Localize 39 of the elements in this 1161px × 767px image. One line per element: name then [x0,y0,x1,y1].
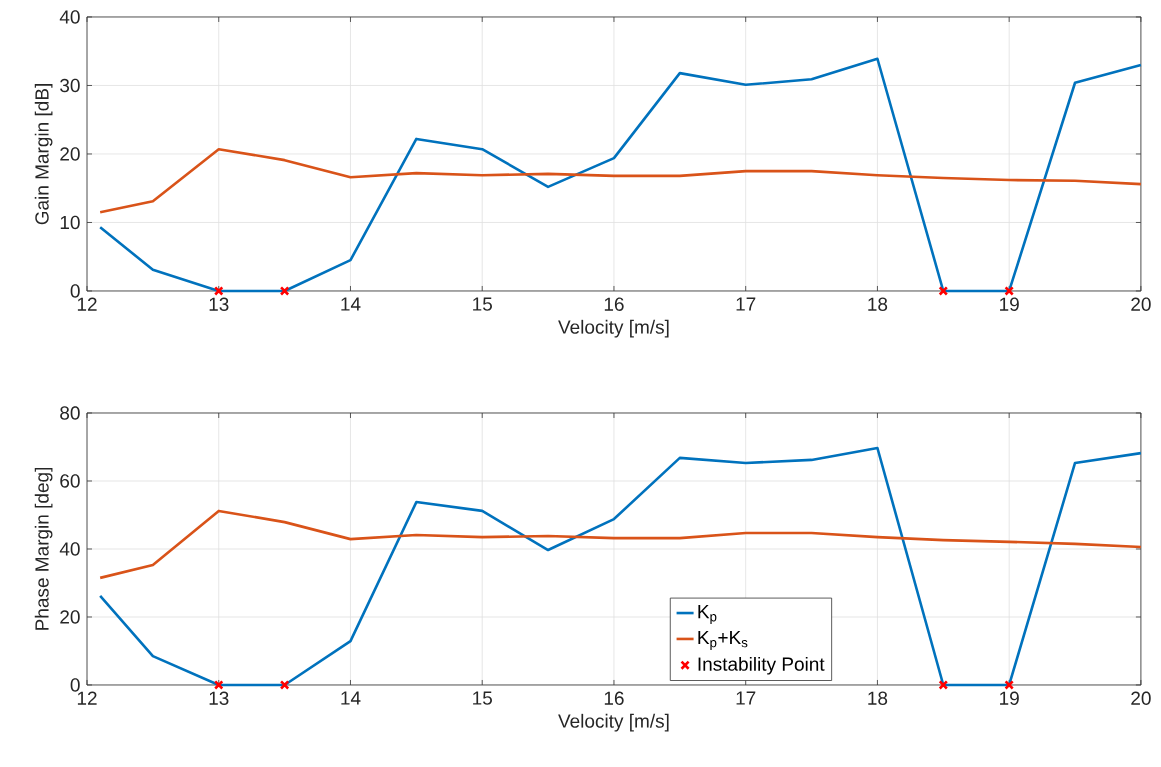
x-tick-label: 13 [209,297,229,311]
x-tick-label: 17 [736,297,756,311]
y-tick-label: 40 [59,542,80,556]
x-tick-label: 19 [1000,297,1019,311]
y-tick-label: 0 [70,284,80,298]
x-tick-label: 15 [473,297,492,311]
line-series [98,509,1143,580]
y-tick-label: 10 [60,215,80,230]
x-tick-label: 20 [1131,297,1151,311]
y-tick-label: 0 [70,678,80,692]
x-tick-label: 18 [868,297,888,311]
line-series [98,446,1143,687]
x-tick-label: 20 [1131,691,1151,705]
x-tick-label: 13 [209,691,229,705]
legend-label: Instability Point [698,656,825,675]
x-axis-title: Velocity [m/s] [558,713,669,732]
x-tick-label: 15 [473,691,492,705]
y-tick-label: 60 [60,474,80,488]
line-series [98,147,1143,214]
y-tick-label: 30 [60,78,80,93]
x-axis-title: Velocity [m/s] [558,319,669,338]
x-tick-label: 16 [604,297,624,311]
y-tick-label: 20 [60,147,80,161]
x-tick-label: 14 [341,691,361,705]
x-tick-label: 12 [77,691,97,705]
y-axis-title: Phase Margin [deg] [34,468,53,630]
x-tick-label: 12 [77,297,97,311]
y-tick-label: 80 [60,406,80,420]
x-tick-label: 18 [868,691,888,705]
x-tick-label: 14 [341,297,361,311]
y-tick-label: 40 [59,10,80,24]
x-tick-label: 16 [604,691,624,705]
x-tick-label: 19 [1000,691,1019,705]
legend-label: K$_{p}$ [698,605,717,625]
x-tick-label: 17 [736,691,756,705]
y-axis-title: Gain Margin [dB] [34,84,53,225]
legend-label: K$_{p}$+K$_{s}$ [698,630,748,650]
line-series [98,57,1143,293]
y-tick-label: 20 [60,610,80,624]
